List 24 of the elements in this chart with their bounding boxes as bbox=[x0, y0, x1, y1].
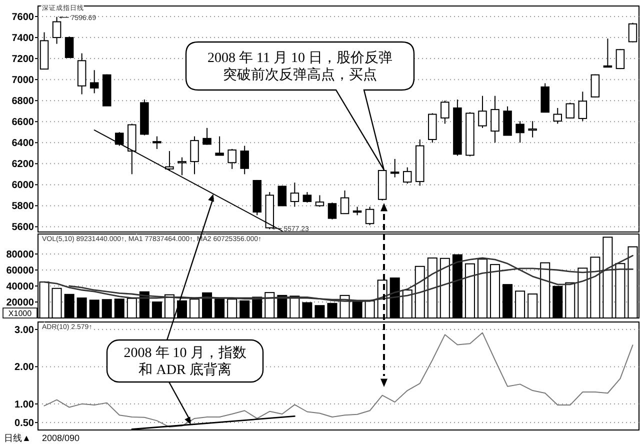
y-tick-label: 5600 bbox=[12, 222, 34, 234]
annotation: 2008 年 11 月 10 日，股价反弹突破前次反弹高点，买点 bbox=[208, 50, 392, 83]
y-tick-label: 40000 bbox=[6, 282, 34, 292]
y-tick-label: 6000 bbox=[12, 180, 34, 192]
y-tick-label: 7600 bbox=[12, 12, 34, 24]
text: 2008/090 bbox=[42, 433, 80, 443]
text: 日线▲ bbox=[4, 433, 31, 443]
y-tick-label: 6400 bbox=[12, 138, 34, 150]
y-tick-label: 6600 bbox=[12, 117, 34, 128]
y-axis-title: X1000 bbox=[8, 309, 32, 318]
y-tick-label: 1.00 bbox=[14, 399, 34, 410]
y-tick-label: 0.50 bbox=[14, 418, 34, 430]
y-tick-label: 80000 bbox=[6, 250, 34, 260]
y-tick-label: 20000 bbox=[6, 298, 34, 308]
y-tick-label: 6200 bbox=[12, 159, 34, 170]
y-tick-label: 3.00 bbox=[14, 324, 34, 336]
y-tick-label: 7200 bbox=[12, 54, 34, 66]
y-tick-label: 5800 bbox=[12, 201, 34, 212]
y-tick-label: 6800 bbox=[12, 96, 34, 108]
y-tick-label: 7400 bbox=[12, 33, 34, 44]
y-tick-label: 7000 bbox=[12, 75, 34, 86]
y-tick-label: 2.00 bbox=[14, 362, 34, 374]
y-tick-label: 60000 bbox=[6, 266, 34, 276]
annotation: 2008 年 10 月，指数和 ADR 底背离 bbox=[124, 345, 246, 378]
